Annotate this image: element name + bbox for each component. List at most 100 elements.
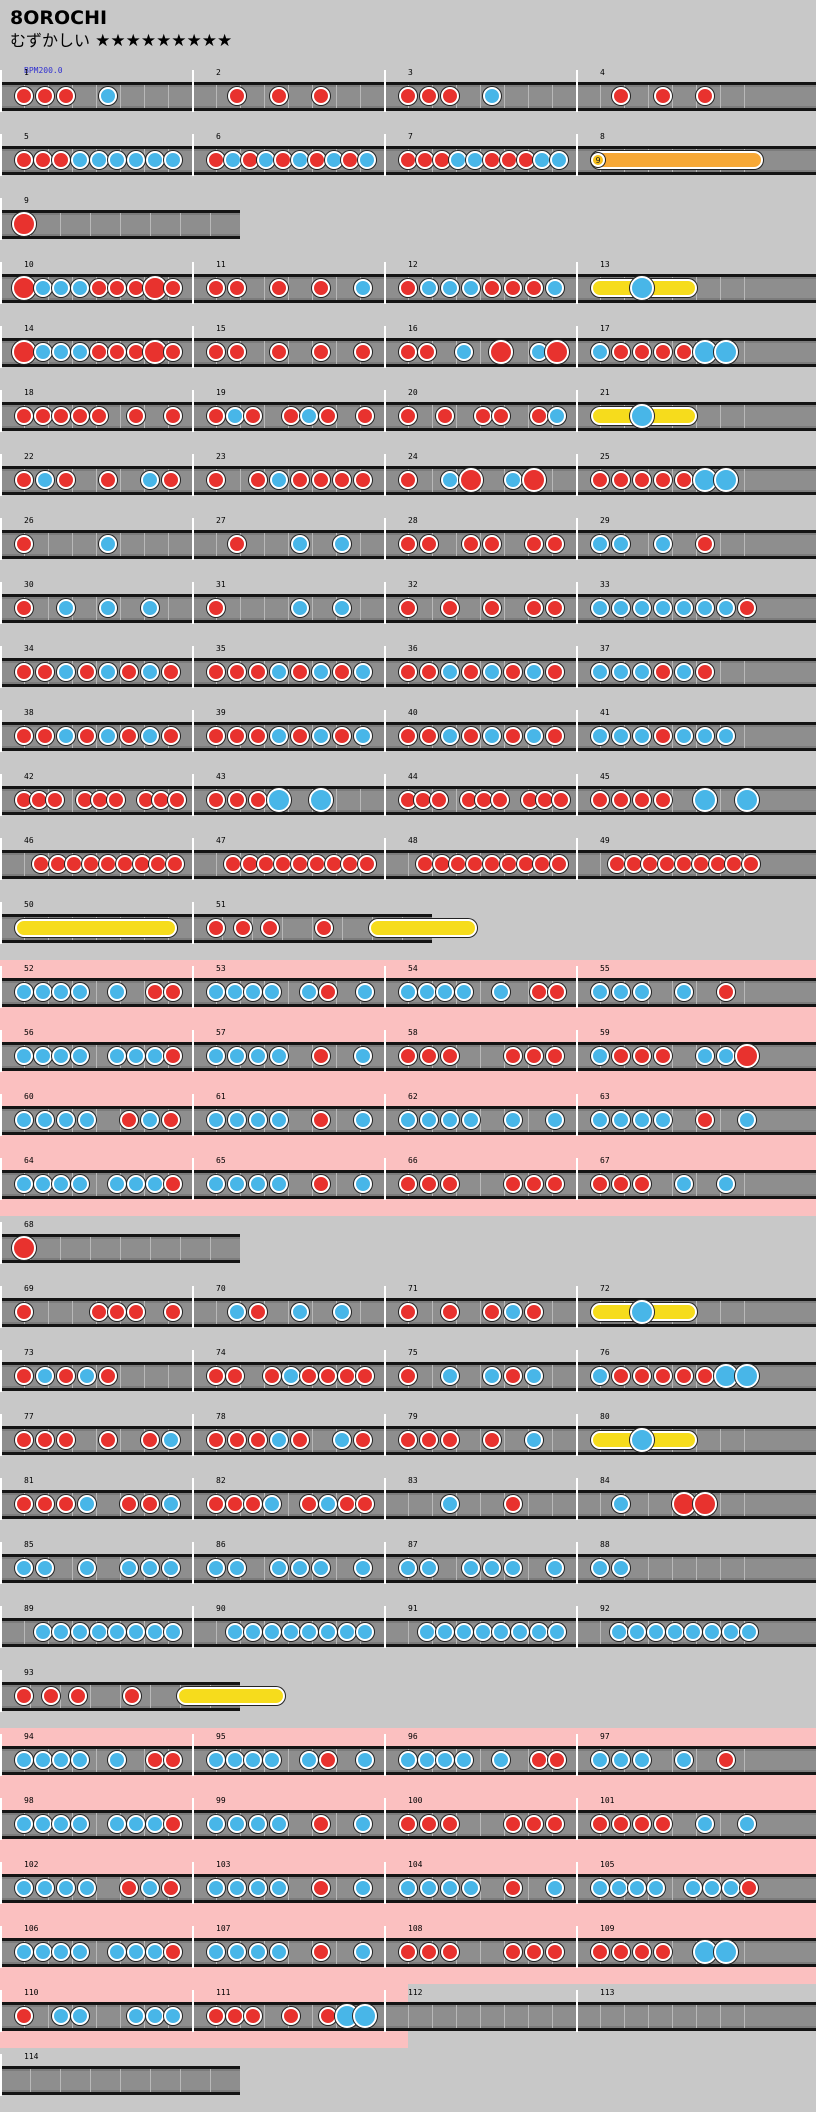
ka-note: [141, 663, 159, 681]
ka-note: [354, 1047, 372, 1065]
ka-note: [612, 1495, 630, 1513]
big-don-note: [12, 276, 36, 300]
ka-note: [441, 1111, 459, 1129]
don-note: [337, 1367, 356, 1385]
barline: [384, 1606, 386, 1648]
measure-number: 1: [24, 68, 29, 77]
ka-note: [270, 1431, 288, 1449]
ka-note: [441, 727, 459, 745]
don-note: [33, 407, 52, 425]
don-note: [249, 727, 267, 745]
ka-note: [223, 151, 242, 169]
don-note: [612, 1367, 630, 1385]
ka-note: [462, 1559, 480, 1577]
barline: [576, 454, 578, 496]
subdivision-line: [696, 2005, 697, 2028]
don-note: [291, 855, 309, 873]
don-note: [675, 471, 693, 489]
ka-note: [36, 1111, 54, 1129]
subdivision-line: [96, 469, 97, 492]
don-note: [483, 599, 501, 617]
measure-number: 76: [600, 1348, 610, 1357]
ka-note: [263, 983, 281, 1001]
measure-number: 37: [600, 644, 610, 653]
subdivision-line: [672, 469, 673, 492]
subdivision-line: [744, 405, 745, 428]
don-note: [399, 535, 417, 553]
barline: [576, 838, 578, 880]
don-note: [15, 407, 33, 425]
subdivision-line: [480, 277, 481, 300]
don-note: [162, 1879, 180, 1897]
subdivision-line: [672, 533, 673, 556]
don-note: [742, 855, 761, 873]
subdivision-line: [456, 405, 457, 428]
don-note: [145, 1751, 164, 1769]
ka-note: [550, 151, 569, 169]
ka-note: [281, 1367, 300, 1385]
don-note: [504, 279, 522, 297]
don-note: [270, 87, 288, 105]
measure-number: 69: [24, 1284, 34, 1293]
subdivision-line: [144, 1365, 145, 1388]
ka-note: [300, 407, 319, 425]
don-note: [166, 855, 185, 873]
don-note: [612, 343, 630, 361]
don-note: [99, 471, 117, 489]
subdivision-line: [360, 85, 361, 108]
don-note: [633, 343, 651, 361]
subdivision-line: [96, 1557, 97, 1580]
ka-note: [71, 279, 89, 297]
barline: [576, 390, 578, 432]
ka-note: [15, 1111, 33, 1129]
ka-note: [319, 1623, 337, 1641]
ka-note: [78, 1559, 96, 1577]
ka-note: [270, 1047, 288, 1065]
ka-note: [399, 1879, 417, 1897]
don-note: [654, 1815, 672, 1833]
subdivision-line: [552, 1301, 553, 1324]
subdivision-line: [144, 85, 145, 108]
ka-note: [483, 1559, 501, 1577]
subdivision-line: [648, 85, 649, 108]
subdivision-line: [528, 981, 529, 1004]
big-ka-note: [693, 788, 717, 812]
measure-number: 89: [24, 1604, 34, 1613]
don-note: [312, 1175, 330, 1193]
don-note: [164, 343, 183, 361]
measure-number: 85: [24, 1540, 34, 1549]
ka-note: [281, 1623, 300, 1641]
ka-note: [52, 1047, 71, 1065]
subdivision-line: [72, 789, 73, 812]
subdivision-line: [336, 277, 337, 300]
ka-note: [511, 1623, 529, 1641]
subdivision-line: [744, 1749, 745, 1772]
barline: [384, 1734, 386, 1776]
subdivision-line: [288, 1877, 289, 1900]
ka-note: [504, 1111, 522, 1129]
subdivision-line: [504, 85, 505, 108]
measure-number: 10: [24, 260, 34, 269]
don-note: [228, 343, 246, 361]
ka-note: [591, 983, 609, 1001]
barline: [192, 390, 194, 432]
subdivision-line: [48, 597, 49, 620]
don-note: [546, 663, 564, 681]
measure-number: 29: [600, 516, 610, 525]
subdivision-line: [264, 597, 265, 620]
subdivision-line: [72, 1557, 73, 1580]
subdivision-line: [90, 1685, 91, 1708]
ka-note: [675, 727, 693, 745]
ka-note: [36, 1559, 54, 1577]
barline: [384, 1862, 386, 1904]
barline: [192, 838, 194, 880]
barline: [192, 1158, 194, 1200]
barline: [384, 838, 386, 880]
subdivision-line: [288, 661, 289, 684]
don-note: [399, 407, 417, 425]
ka-note: [33, 279, 52, 297]
ka-note: [228, 1175, 246, 1193]
don-note: [89, 407, 108, 425]
measure-number: 12: [408, 260, 418, 269]
don-note: [207, 279, 225, 297]
